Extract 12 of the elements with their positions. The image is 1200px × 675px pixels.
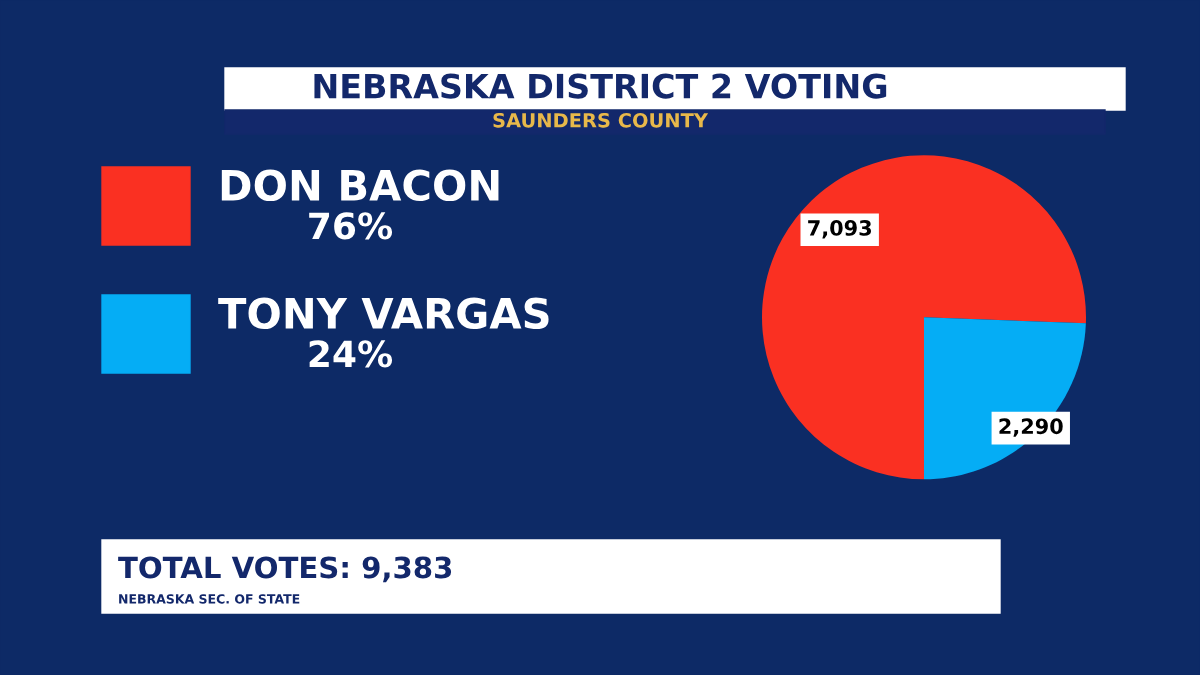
chart-subtitle: SAUNDERS COUNTY xyxy=(493,112,709,128)
pie-slice xyxy=(924,317,1086,480)
text: NEBRASKA SEC. OF STATE xyxy=(119,594,300,604)
text: TOTAL VOTES: 9,383 xyxy=(118,556,452,583)
legend-label: TONY VARGAS xyxy=(218,297,549,330)
legend-label: DON BACON xyxy=(221,169,499,202)
text: 24% xyxy=(309,340,393,368)
chart-title: NEBRASKA DISTRICT 2 VOTING xyxy=(314,73,887,99)
text: 76% xyxy=(309,212,393,240)
pie-slice xyxy=(762,155,1086,480)
data-label: 2,290 xyxy=(999,418,1063,437)
data-label: 7,093 xyxy=(808,220,871,239)
